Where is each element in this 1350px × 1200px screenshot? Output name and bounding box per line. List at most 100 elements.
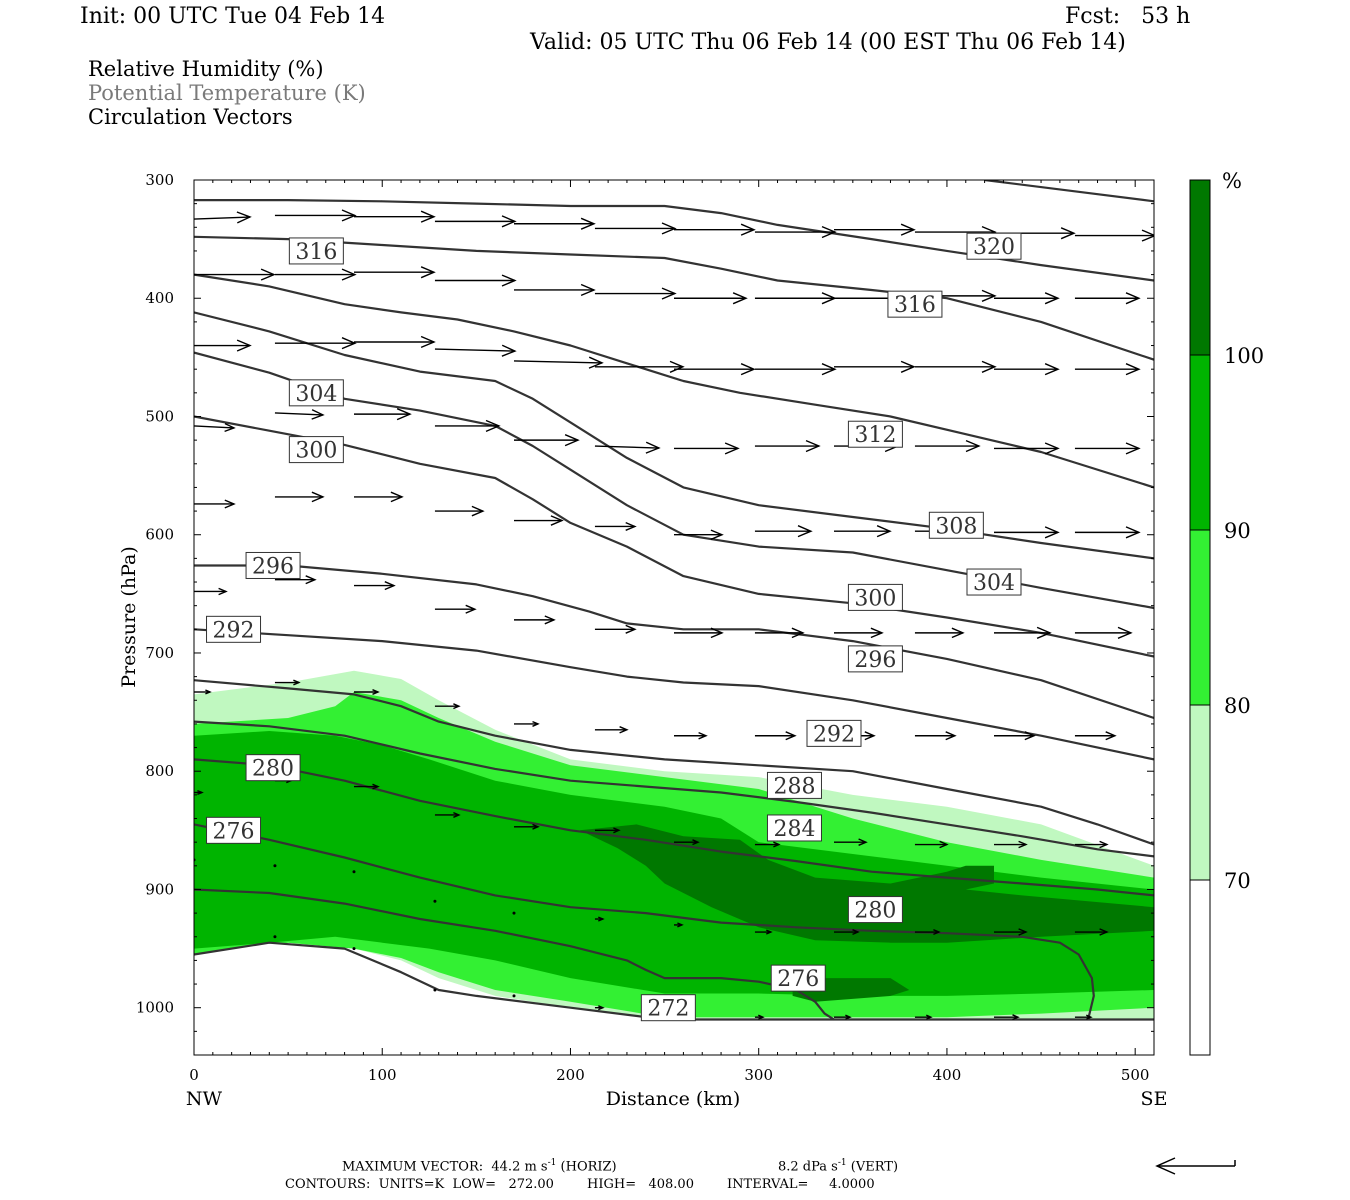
y-tick-label: 400 — [145, 289, 174, 307]
contour-label: 276 — [206, 816, 262, 844]
vector-arrow — [594, 1005, 605, 1011]
colorbar-frame — [1189, 179, 1211, 1056]
vector-head — [453, 811, 461, 818]
vector-head — [390, 491, 404, 503]
y-tick-label: 700 — [145, 644, 174, 662]
contour-label: 316 — [887, 290, 943, 318]
vector-arrow — [994, 840, 1028, 849]
vector-arrow — [674, 627, 724, 639]
vector-head — [724, 442, 740, 455]
contour-label-box — [966, 232, 1022, 260]
vector-arrow — [834, 1014, 852, 1020]
vector-arrow — [754, 627, 805, 639]
vector-head — [341, 337, 357, 350]
vector-arrow — [994, 928, 1028, 936]
rh-fill-100-3 — [579, 824, 1154, 943]
vector-head — [580, 217, 596, 230]
y-tick-label: 600 — [145, 526, 174, 544]
vector-arrow — [754, 1014, 765, 1020]
x-tick-label: 100 — [368, 1066, 397, 1084]
vector-arrow — [1074, 363, 1141, 376]
contour-label-text: 308 — [935, 514, 977, 539]
y-axis-label: Pressure (hPa) — [118, 546, 140, 688]
colorbar-level-label: 90 — [1224, 519, 1251, 543]
contour-label: 292 — [806, 719, 862, 747]
vector-dot — [512, 994, 516, 998]
vector-arrow — [994, 626, 1052, 639]
vector-arrow — [354, 408, 412, 421]
vector-head — [311, 409, 325, 420]
vector-arrow — [754, 292, 837, 305]
colorbar-level-label: 70 — [1224, 869, 1251, 893]
vector-arrow — [754, 439, 821, 453]
vector-head — [218, 587, 228, 596]
vector-head — [785, 731, 797, 741]
vector-arrow — [594, 624, 637, 634]
contour-label-text: 312 — [854, 423, 896, 448]
vector-arrow — [914, 627, 965, 639]
vector-arrow — [352, 870, 356, 874]
theta-contour-320 — [194, 235, 1154, 361]
vector-arrow — [754, 731, 797, 741]
vector-arrow — [834, 929, 860, 936]
contour-label: 304 — [966, 568, 1022, 596]
vector-arrow — [594, 827, 621, 834]
vector-head — [1099, 840, 1109, 849]
x-tick-label: 200 — [556, 1066, 585, 1084]
contour-label: 292 — [206, 615, 262, 643]
vector-head — [1125, 442, 1141, 455]
vector-dot — [352, 870, 356, 874]
contour-label-box — [887, 290, 943, 318]
contour-label-box — [766, 771, 822, 799]
vector-head — [945, 731, 957, 741]
vector-head — [1099, 928, 1109, 936]
vector-head — [550, 515, 564, 526]
vector-head — [740, 223, 756, 236]
vector-dot — [273, 864, 277, 868]
vector-arrow — [434, 419, 501, 433]
vector-head — [293, 679, 301, 686]
forecast-hour: Fcst: 53 h — [1065, 4, 1191, 29]
contour-label-text: 292 — [813, 722, 855, 747]
vector-dot — [273, 935, 277, 939]
vector-arrow — [754, 929, 773, 935]
contour-label-box — [847, 896, 903, 924]
contour-label-box — [288, 237, 344, 265]
plot-frame — [193, 179, 1155, 1056]
contour-label-text: 288 — [773, 774, 815, 799]
vector-arrow — [274, 409, 325, 420]
x-tick-label: 0 — [189, 1066, 199, 1084]
vector-head — [698, 731, 708, 740]
max-vector-label: MAXIMUM VECTOR: — [342, 1159, 484, 1175]
vector-arrow — [1074, 731, 1117, 741]
vector-head — [1125, 363, 1141, 376]
vector-arrow — [994, 731, 1036, 741]
contour-label-text: 296 — [854, 648, 896, 673]
contour-label-text: 280 — [854, 899, 896, 924]
colorbar-swatch — [1190, 880, 1210, 1055]
vector-head — [661, 287, 677, 300]
contour-label-box — [245, 754, 301, 782]
contour-label-text: 292 — [213, 618, 255, 643]
contour-label-text: 296 — [252, 554, 294, 579]
vector-head — [1044, 292, 1060, 305]
vector-arrow — [834, 223, 916, 236]
vector-head — [236, 211, 252, 224]
contour-label-box — [806, 719, 862, 747]
vector-arrow — [1074, 928, 1109, 936]
vector-head — [864, 731, 876, 741]
theta-contour-272 — [194, 941, 1154, 1021]
vector-arrow — [434, 344, 517, 357]
vector-head — [625, 624, 637, 634]
vector-head — [965, 439, 981, 453]
contour-label: 308 — [928, 511, 984, 539]
vector-head — [1012, 1014, 1020, 1021]
y-tick-label: 500 — [145, 407, 174, 425]
vector-shaft — [194, 425, 235, 429]
vector-head — [465, 604, 477, 614]
vector-arrow — [434, 703, 461, 710]
theta-contour-328 — [984, 180, 1154, 203]
vector-arrow — [834, 627, 884, 639]
contour-label-text: 300 — [295, 439, 337, 464]
vector-head — [677, 922, 684, 928]
